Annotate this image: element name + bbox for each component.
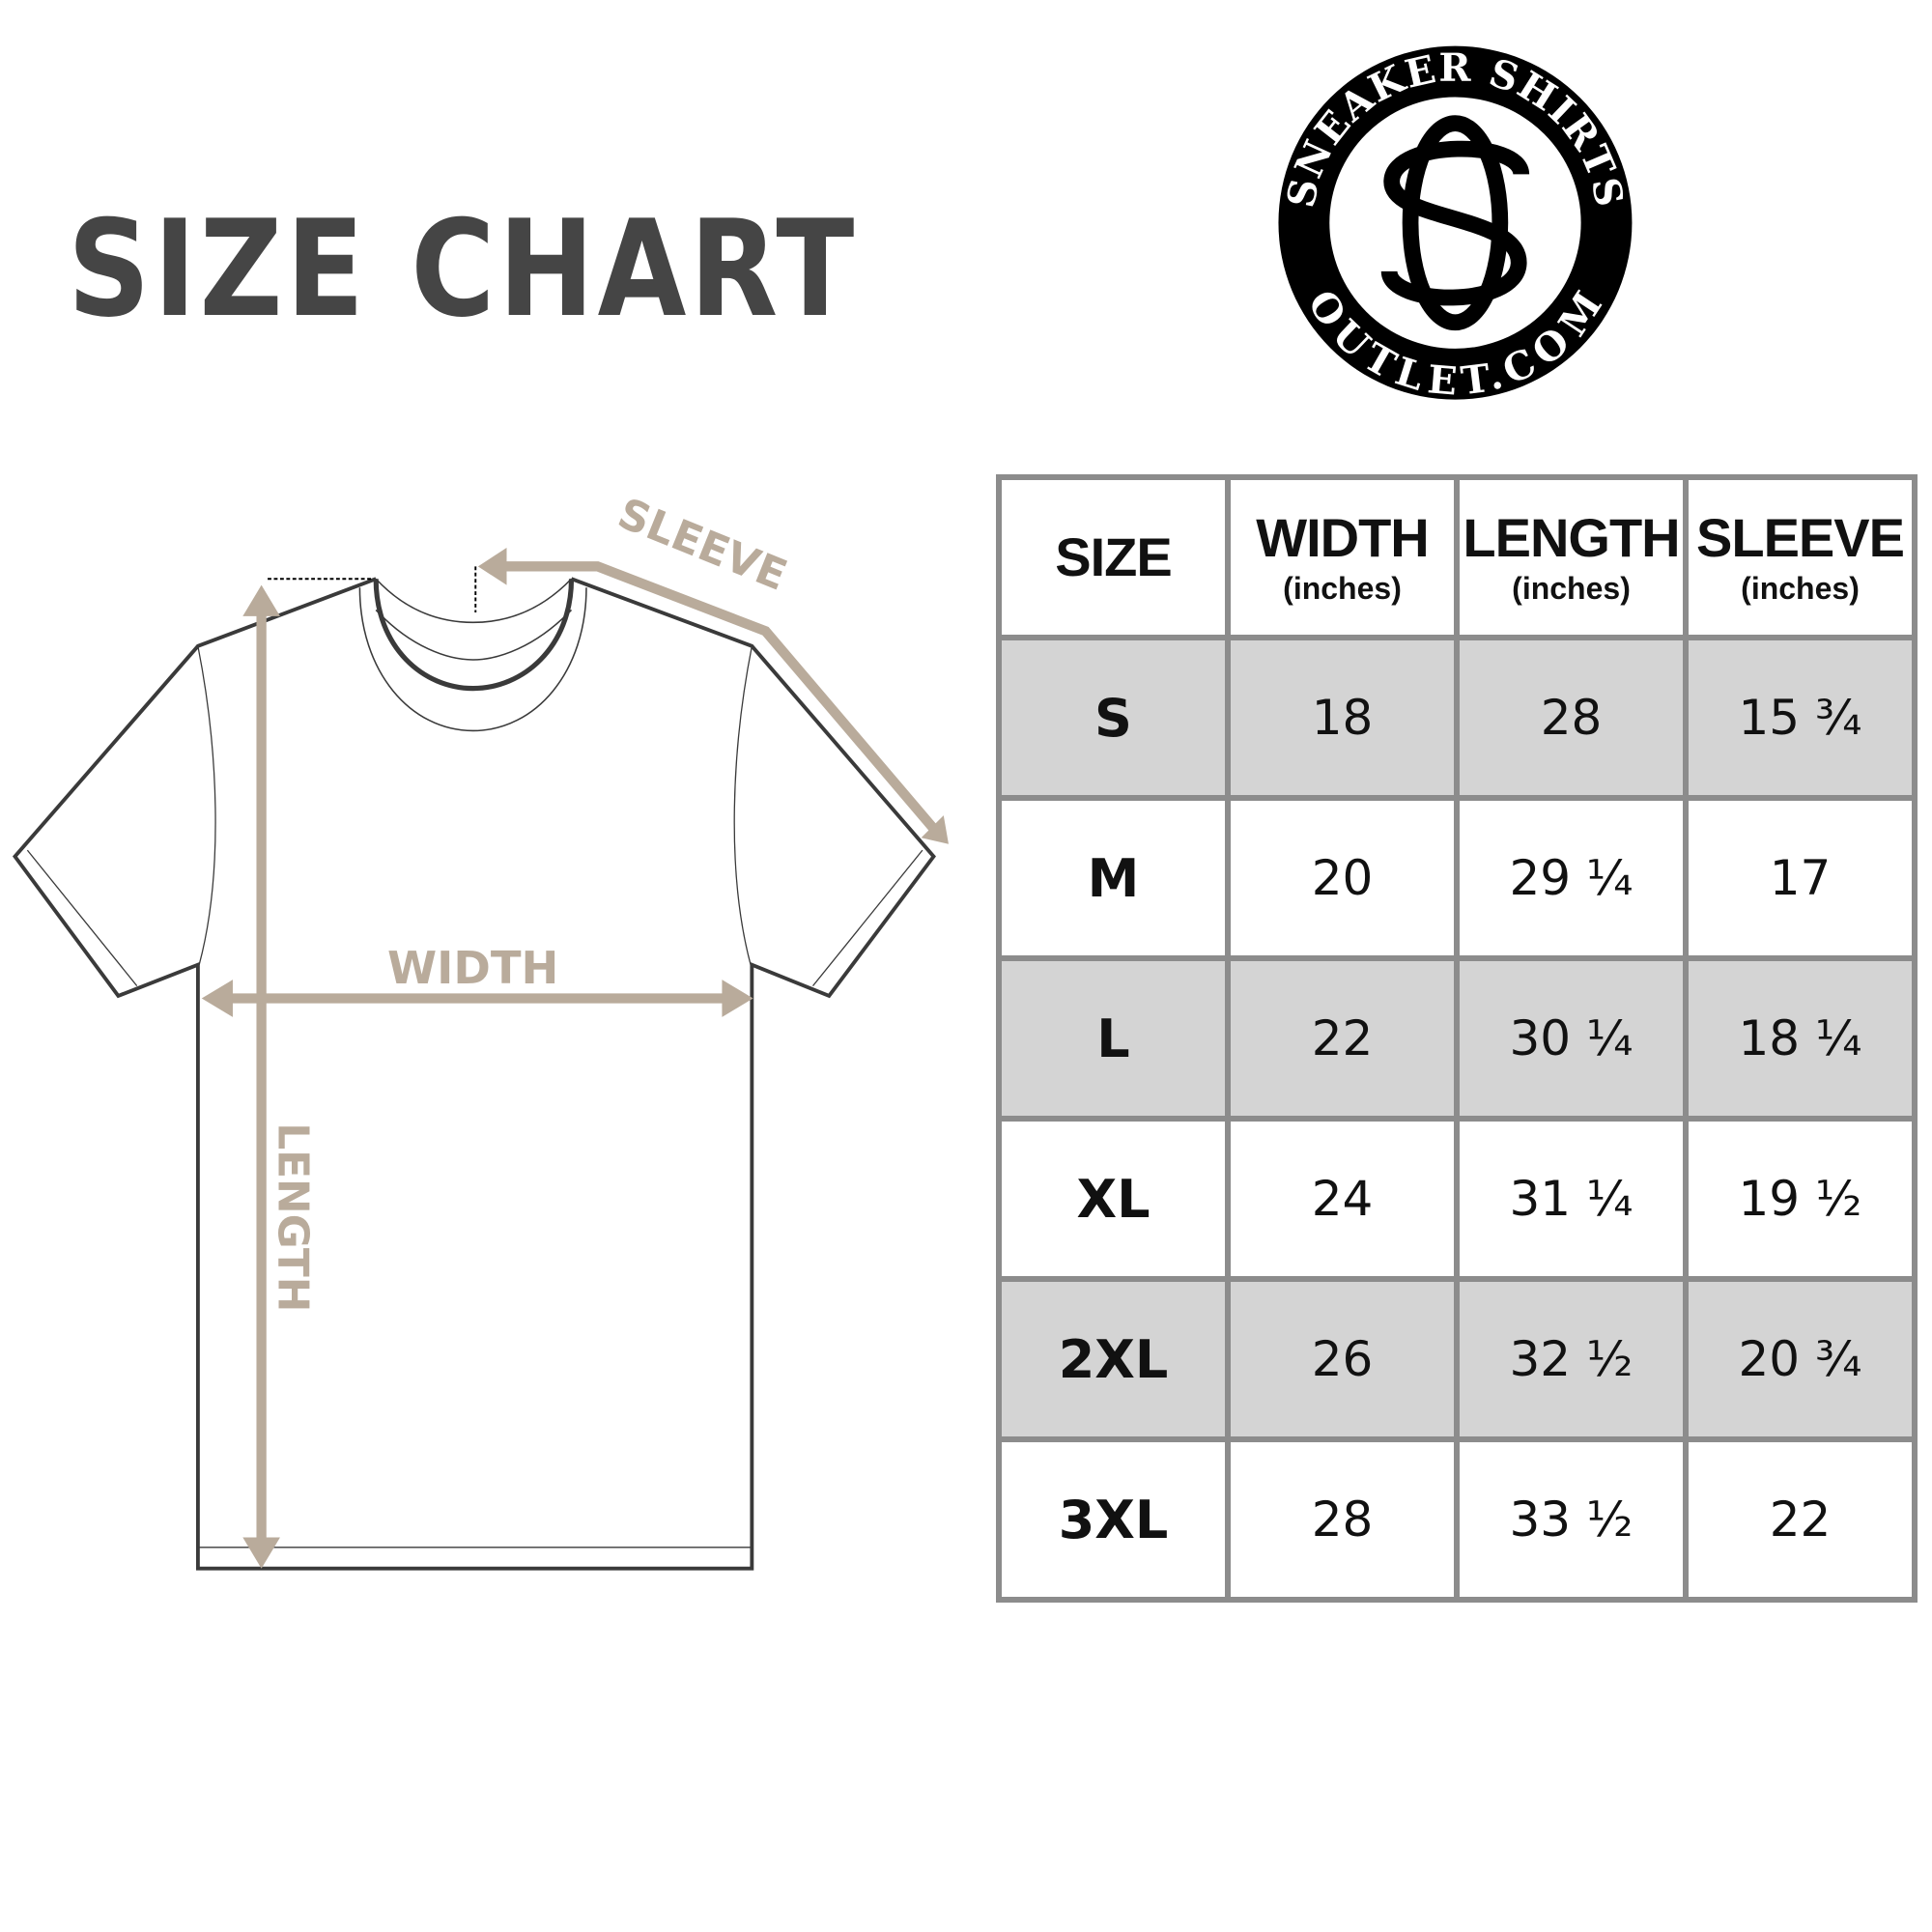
length-cell: 29 ¼	[1454, 795, 1689, 961]
table-row: 3XL 28 33 ½ 22	[996, 1436, 1918, 1603]
header-sleeve: SLEEVE (inches)	[1683, 474, 1918, 640]
length-cell: 31 ¼	[1454, 1116, 1689, 1282]
size-table: SIZE WIDTH (inches) LENGTH (inches) SLEEVE…	[996, 474, 1918, 1603]
table-row: 2XL 26 32 ½ 20 ¾	[996, 1276, 1918, 1442]
header-unit: (inches)	[1512, 571, 1631, 606]
measure-guides	[268, 566, 477, 613]
tshirt-outline	[12, 577, 936, 1571]
header-unit: (inches)	[1283, 571, 1402, 606]
length-cell: 32 ½	[1454, 1276, 1689, 1442]
brand-logo: SNEAKER SHIRTS OUTLET.COM	[1278, 45, 1633, 404]
width-cell: 26	[1225, 1276, 1460, 1442]
length-cell: 33 ½	[1454, 1436, 1689, 1603]
size-cell: S	[996, 635, 1231, 801]
table-row: M 20 29 ¼ 17	[996, 795, 1918, 961]
length-arrow	[242, 584, 280, 1569]
table-row: S 18 28 15 ¾	[996, 635, 1918, 801]
width-cell: 28	[1225, 1436, 1460, 1603]
sleeve-cell: 22	[1683, 1436, 1918, 1603]
sleeve-cell: 17	[1683, 795, 1918, 961]
sleeve-cell: 20 ¾	[1683, 1276, 1918, 1442]
size-cell: L	[996, 955, 1231, 1122]
header-width: WIDTH (inches)	[1225, 474, 1460, 640]
size-cell: 2XL	[996, 1276, 1231, 1442]
width-label: WIDTH	[387, 942, 558, 994]
sleeve-arrow	[477, 548, 949, 844]
sleeve-cell: 19 ½	[1683, 1116, 1918, 1282]
sleeve-cell: 15 ¾	[1683, 635, 1918, 801]
table-row: XL 24 31 ¼ 19 ½	[996, 1116, 1918, 1282]
size-cell: 3XL	[996, 1436, 1231, 1603]
length-cell: 30 ¼	[1454, 955, 1689, 1122]
header-label: LENGTH	[1463, 507, 1680, 568]
header-label: SLEEVE	[1696, 507, 1905, 568]
width-cell: 18	[1225, 635, 1460, 801]
header-length: LENGTH (inches)	[1454, 474, 1689, 640]
size-cell: XL	[996, 1116, 1231, 1282]
sleeve-cell: 18 ¼	[1683, 955, 1918, 1122]
page-title: SIZE CHART	[68, 191, 858, 347]
header-label: SIZE	[1055, 526, 1172, 587]
header-size: SIZE	[996, 474, 1231, 640]
width-cell: 20	[1225, 795, 1460, 961]
length-label: LENGTH	[269, 1122, 318, 1312]
monogram-icon	[1380, 115, 1530, 331]
width-arrow	[201, 980, 753, 1017]
width-cell: 24	[1225, 1116, 1460, 1282]
table-row: L 22 30 ¼ 18 ¼	[996, 955, 1918, 1122]
length-cell: 28	[1454, 635, 1689, 801]
size-cell: M	[996, 795, 1231, 961]
header-label: WIDTH	[1256, 507, 1430, 568]
header-unit: (inches)	[1741, 571, 1860, 606]
table-header-row: SIZE WIDTH (inches) LENGTH (inches) SLEEVE…	[996, 474, 1918, 640]
width-cell: 22	[1225, 955, 1460, 1122]
